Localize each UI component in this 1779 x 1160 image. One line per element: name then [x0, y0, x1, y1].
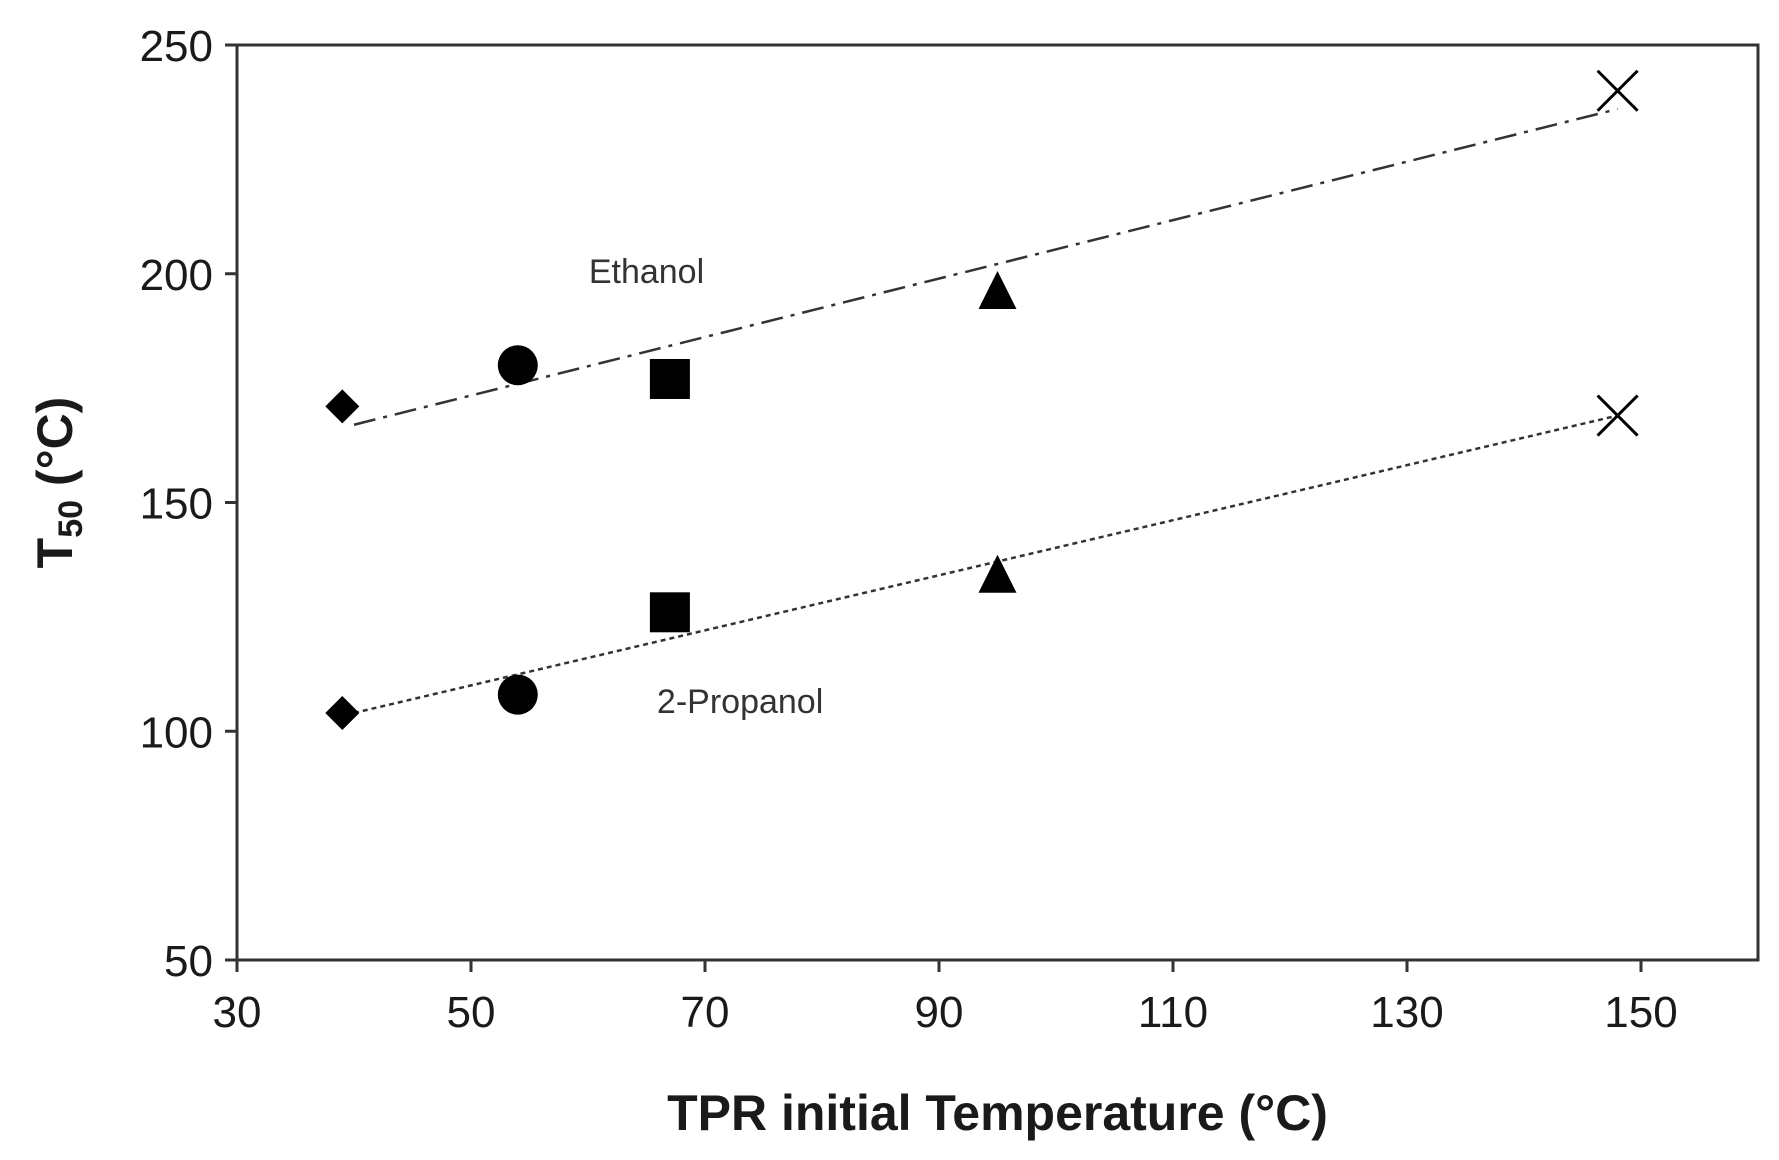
x-tick-label: 130: [1370, 988, 1443, 1037]
2-propanol-annotation-label: 2-Propanol: [657, 683, 823, 721]
y-axis-title-main: T: [27, 538, 83, 569]
2-propanol-point-triangle: [978, 554, 1017, 593]
y-axis-title: T50 (°C): [27, 397, 90, 569]
y-tick-label: 150: [140, 480, 213, 529]
2-propanol-trendline: [353, 414, 1618, 715]
x-axis-title: TPR initial Temperature (°C): [667, 1085, 1328, 1141]
trendlines: [353, 107, 1618, 715]
y-axis-title-unit: (°C): [27, 397, 83, 500]
x-tick-label: 150: [1604, 988, 1677, 1037]
ethanol-point-square: [649, 358, 690, 399]
y-axis-title-subscript: 50: [52, 500, 90, 538]
y-tick-label: 100: [140, 708, 213, 757]
x-tick-label: 30: [213, 988, 262, 1037]
y-tick-label: 200: [140, 251, 213, 300]
x-tick-label: 90: [915, 988, 964, 1037]
x-tick-label: 110: [1138, 988, 1208, 1037]
y-tick-label: 50: [164, 937, 213, 986]
ethanol-point-circle: [497, 345, 538, 386]
x-tick-label: 50: [447, 988, 496, 1037]
ethanol-point-x: [1596, 69, 1639, 112]
annotations: Ethanol 2-Propanol: [589, 253, 823, 721]
2-propanol-point-square: [649, 592, 690, 633]
2-propanol-point-diamond: [325, 695, 360, 730]
x-tick-label: 70: [681, 988, 730, 1037]
y-tick-label: 250: [140, 22, 213, 71]
2-propanol-point-circle: [497, 674, 538, 715]
ethanol-annotation-label: Ethanol: [589, 253, 704, 291]
ethanol-trendline: [353, 107, 1618, 426]
ethanol-point-triangle: [978, 271, 1017, 310]
plot-area-frame: [235, 43, 1760, 962]
data-markers: [325, 69, 1639, 730]
ethanol-point-diamond: [325, 389, 360, 424]
2-propanol-point-x: [1596, 394, 1639, 437]
